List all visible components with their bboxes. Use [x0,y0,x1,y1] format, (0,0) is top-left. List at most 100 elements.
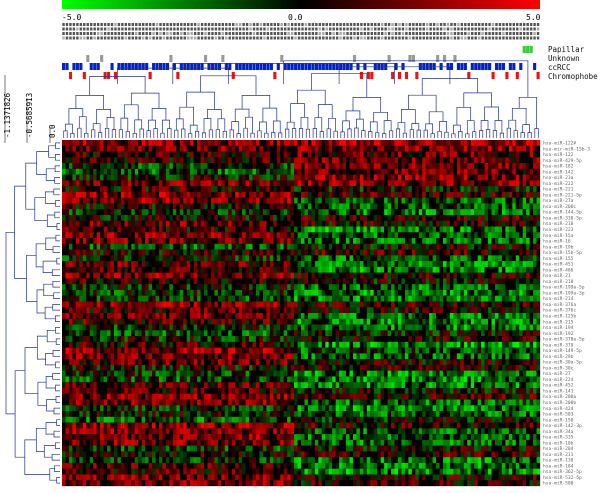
heatmap-cell [169,214,173,221]
heatmap-cell [72,232,76,239]
heatmap-cell [117,174,122,181]
heatmap-cell [280,151,284,158]
heatmap-cell [134,284,139,291]
row-dendrogram-branch [53,292,60,299]
heatmap-cell [373,174,378,181]
heatmap-cell [384,295,388,302]
heatmap-cell [259,209,264,216]
heatmap-cell [519,151,523,158]
heatmap-cell [217,203,222,210]
heatmap-cell [110,140,115,146]
heatmap-cell [207,284,212,291]
heatmap-cell [505,301,509,308]
heatmap-cell [432,301,437,308]
heatmap-cell [481,145,485,152]
sample-id-label [280,36,283,40]
heatmap-cell [68,140,73,146]
heatmap-cell [391,249,395,256]
heatmap-cell [169,157,173,164]
heatmap-cell [141,157,146,164]
sample-id-label [110,23,114,26]
heatmap-cell [113,261,118,268]
heatmap-cell [68,249,73,256]
heatmap-cell [321,180,326,187]
sample-id-label [419,27,422,31]
heatmap-cell [62,238,66,244]
heatmap-cell [266,163,270,169]
heatmap-cell [443,220,447,227]
heatmap-cell [72,278,76,285]
sample-id-label [422,23,425,26]
heatmap-cell [93,249,97,256]
annotation-cell [335,63,339,70]
column-dendrogram-branch [453,124,461,134]
heatmap-cell [249,163,253,169]
heatmap-cell [79,278,83,285]
heatmap-cell [467,209,471,216]
heatmap-cell [332,255,336,262]
heatmap-cell [477,284,482,291]
heatmap-cell [384,151,388,158]
heatmap-cell [231,191,236,198]
heatmap-cell [481,151,485,158]
heatmap-cell [169,261,173,268]
heatmap-cell [238,226,243,233]
heatmap-cell [152,249,156,256]
heatmap-cell [287,238,291,244]
heatmap-cell [380,203,385,210]
heatmap-cell [193,266,198,273]
sample-id-label [495,23,498,26]
heatmap-cell [79,261,83,268]
heatmap-cell [214,249,219,256]
sample-id-label [110,32,114,35]
heatmap-cell [86,255,90,262]
heatmap-cell [456,203,461,210]
sample-id-label [446,23,450,26]
column-dendrogram-branch [425,123,433,134]
heatmap-cell [404,272,409,279]
sample-id-label [488,32,491,35]
heatmap-cell [117,168,122,175]
heatmap-cell [124,151,128,158]
heatmap-cell [186,226,191,233]
heatmap-cell [460,186,464,193]
heatmap-cell [453,243,458,250]
heatmap-cell [217,214,222,221]
annotation-cell [290,63,294,70]
heatmap-cell [96,249,101,256]
heatmap-cell [62,180,66,187]
heatmap-cell [474,203,478,210]
heatmap-cell [512,238,516,244]
heatmap-cell [228,209,232,216]
heatmap-cell [522,226,527,233]
heatmap-cell [214,163,219,169]
heatmap-cell [214,197,219,204]
heatmap-cell [401,261,406,268]
heatmap-cell [294,255,298,262]
heatmap-cell [505,209,509,216]
heatmap-cell [266,214,270,221]
heatmap-cell [474,191,478,198]
sample-id-label [86,27,89,31]
heatmap-cell [432,186,437,193]
heatmap-cell [339,140,343,146]
heatmap-cell [138,278,142,285]
heatmap-cell [82,301,87,308]
heatmap-cell [456,163,461,169]
heatmap-cell [86,197,90,204]
heatmap-cell [96,168,101,175]
heatmap-cell [415,197,419,204]
heatmap-cell [252,301,257,308]
heatmap-cell [415,191,419,198]
heatmap-cell [290,214,295,221]
heatmap-cell [221,157,225,164]
heatmap-cell [238,238,243,244]
heatmap-cell [474,289,478,296]
heatmap-cell [269,243,274,250]
sample-id-label [76,32,79,35]
heatmap-cell [446,301,451,308]
sample-id-label [488,36,491,40]
column-dendrogram-branch [272,120,281,133]
heatmap-cell [96,140,101,146]
heatmap-cell [103,186,108,193]
